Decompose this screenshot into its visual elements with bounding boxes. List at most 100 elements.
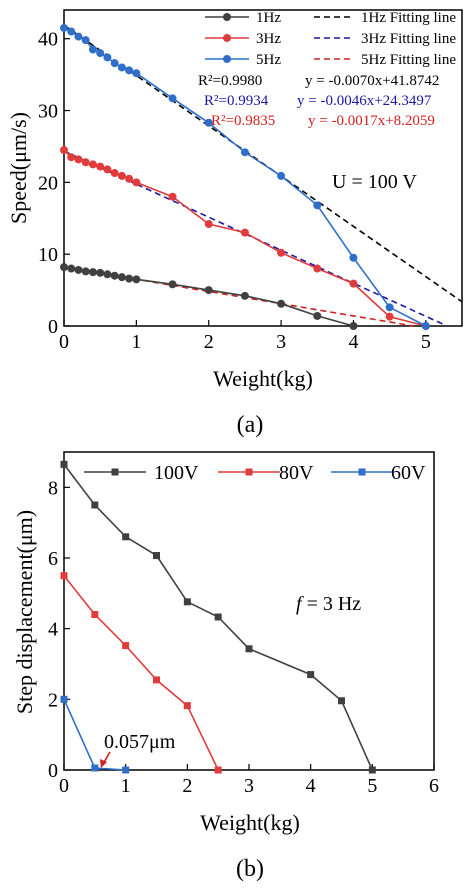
data-point-3hz	[110, 169, 119, 178]
legend-marker-1hz	[223, 13, 231, 21]
legend-label-60v: 60V	[391, 462, 426, 484]
y-tick-label-2: 2	[48, 689, 58, 711]
legend-marker-100v	[111, 468, 119, 476]
fit-equation-1: y = -0.0070x+41.8742	[305, 73, 439, 89]
legend-label-1hz: 1Hz	[256, 10, 281, 26]
y-tick-label-4: 4	[48, 619, 58, 641]
panel-b: 0 1 2 3 4 5 6 0 2 4 6 8 100V 80V 60V f = 3 Hz 0.057μ…	[12, 451, 439, 882]
data-point-5hz	[81, 36, 90, 45]
panel-b-label: (b)	[236, 856, 264, 882]
data-point-5hz	[313, 201, 322, 210]
data-point-3hz	[103, 165, 112, 174]
y-tick-label-20: 20	[38, 172, 58, 194]
data-point-1hz	[313, 311, 322, 320]
data-point-5hz	[110, 59, 119, 68]
x-tick-label-2: 2	[182, 775, 192, 797]
data-point-100v	[153, 552, 160, 560]
data-point-3hz	[88, 160, 97, 169]
x-tick-label-0: 0	[59, 775, 69, 797]
data-point-80v	[153, 676, 160, 684]
legend-marker-60v	[358, 468, 366, 476]
x-tick-label-4: 4	[306, 775, 316, 797]
data-point-1hz	[88, 268, 97, 277]
x-tick-label-5: 5	[421, 331, 431, 353]
data-point-1hz	[67, 264, 76, 273]
data-point-1hz	[110, 271, 119, 280]
data-point-5hz	[96, 49, 105, 58]
panel-a-x-axis-label: Weight(kg)	[213, 366, 313, 391]
panel-b-series	[60, 460, 376, 774]
data-point-3hz	[240, 228, 249, 237]
data-point-3hz	[67, 153, 76, 162]
x-tick-label-2: 2	[204, 331, 214, 353]
panel-b-annotation-value: = 3 Hz	[302, 593, 362, 615]
panel-a-label: (a)	[237, 412, 264, 438]
data-point-3hz	[313, 264, 322, 273]
data-point-3hz	[168, 192, 177, 201]
data-point-5hz	[168, 94, 177, 103]
data-point-5hz	[421, 322, 430, 330]
data-point-5hz	[204, 118, 213, 127]
fit-equation-2: y = -0.0046x+24.3497	[297, 93, 432, 109]
data-point-80v	[214, 766, 222, 774]
data-point-1hz	[240, 291, 249, 300]
panel-a-legend: 1Hz 3Hz 5Hz 1Hz Fitting line 3Hz Fitting lin…	[198, 10, 456, 129]
x-tick-label-5: 5	[367, 775, 377, 797]
data-point-5hz	[277, 171, 286, 180]
legend-fit-label-1hz-fitting-line: 1Hz Fitting line	[361, 10, 456, 26]
panel-b-legend: 100V 80V 60V	[84, 462, 426, 484]
data-point-5hz	[88, 45, 97, 54]
panel-b-arrow-label: 0.057μm	[104, 731, 176, 753]
fit-r2-1: R²=0.9980	[198, 73, 262, 89]
data-point-3hz	[117, 171, 126, 180]
fit-r2-3: R²=0.9835	[211, 113, 275, 129]
fit-r2-2: R²=0.9934	[204, 93, 269, 109]
data-point-80v	[122, 642, 130, 650]
data-point-3hz	[125, 174, 134, 183]
data-point-1hz	[132, 275, 141, 284]
data-point-3hz	[96, 162, 105, 171]
panel-b-frame	[63, 451, 435, 771]
data-point-100v	[60, 460, 68, 468]
data-point-3hz	[349, 279, 358, 288]
data-point-100v	[183, 598, 191, 606]
data-point-1hz	[103, 270, 112, 279]
data-point-1hz	[349, 322, 358, 330]
data-point-80v	[183, 702, 191, 710]
data-point-3hz	[204, 220, 213, 229]
panel-a-y-ticks: 0 10 20 30 40	[38, 29, 70, 338]
data-point-1hz	[96, 268, 105, 277]
panel-b-x-axis-label: Weight(kg)	[200, 810, 300, 835]
panel-a-frame	[63, 9, 463, 327]
y-tick-label-10: 10	[38, 244, 58, 266]
panel-a-x-ticks: 0 1 2 3 4 5	[59, 320, 431, 353]
legend-label-80v: 80V	[279, 462, 314, 484]
data-point-3hz	[60, 146, 68, 155]
data-point-3hz	[385, 312, 394, 321]
data-point-100v	[91, 501, 99, 509]
data-point-1hz	[204, 286, 213, 295]
data-point-100v	[245, 645, 253, 653]
data-point-80v	[91, 611, 99, 619]
data-point-60v	[91, 764, 99, 772]
data-point-60v	[60, 695, 68, 703]
data-point-100v	[307, 671, 315, 679]
panel-a: 0 1 2 3 4 5 0 10 20 30 40 1Hz 3Hz 5Hz 1Hz Fitting li…	[6, 9, 463, 438]
panel-b-annotation-symbol: f	[296, 593, 304, 615]
data-point-1hz	[125, 274, 134, 283]
data-point-5hz	[125, 66, 134, 75]
y-tick-label-30: 30	[38, 101, 58, 123]
x-tick-label-1: 1	[121, 775, 131, 797]
x-tick-label-6: 6	[429, 775, 439, 797]
data-point-5hz	[60, 23, 68, 32]
data-point-60v	[122, 766, 130, 774]
data-point-3hz	[132, 178, 141, 187]
data-point-100v	[368, 766, 376, 774]
legend-label-100v: 100V	[154, 462, 199, 484]
data-point-5hz	[240, 148, 249, 157]
data-point-100v	[214, 613, 222, 621]
arrow-head	[100, 759, 107, 768]
series-line-80v	[63, 575, 219, 771]
legend-marker-5hz	[223, 55, 231, 63]
